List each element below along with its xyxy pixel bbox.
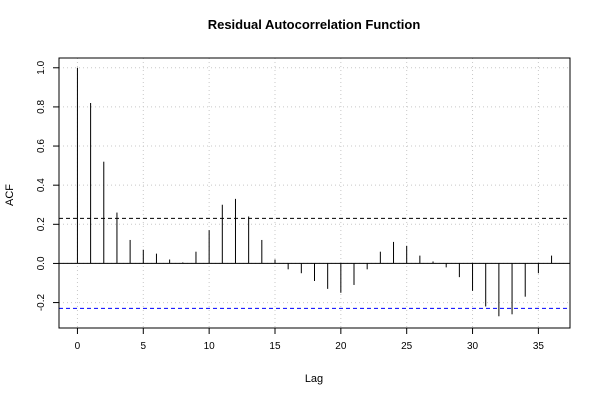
plot-frame [58, 57, 571, 329]
x-axis: 0 5 10 15 20 25 30 35 [75, 327, 545, 352]
x-tick-label: 10 [204, 341, 216, 352]
x-tick-label: 25 [401, 341, 413, 352]
y-tick-label: 1.0 [36, 60, 47, 74]
x-tick-label: 20 [335, 341, 347, 352]
grid-lines [59, 58, 570, 328]
x-tick-label: 5 [141, 341, 147, 352]
x-tick-label: 0 [75, 341, 81, 352]
y-axis: -0.2 0.0 0.2 0.4 0.6 0.8 1.0 [36, 60, 60, 312]
y-tick-label: 0.8 [36, 100, 47, 114]
y-tick-label: -0.2 [36, 294, 47, 312]
y-tick-label: 0.6 [36, 139, 47, 153]
chart-title: Residual Autocorrelation Function [208, 17, 421, 32]
y-tick-label: 0.0 [36, 256, 47, 270]
y-tick-label: 0.4 [36, 178, 47, 192]
y-axis-label: ACF [4, 184, 16, 206]
confidence-bounds [59, 217, 570, 309]
x-tick-label: 35 [533, 341, 545, 352]
x-tick-label: 15 [269, 341, 281, 352]
x-axis-label: Lag [305, 373, 323, 385]
acf-bars [76, 67, 553, 317]
x-tick-label: 30 [467, 341, 479, 352]
y-tick-label: 0.2 [36, 217, 47, 231]
